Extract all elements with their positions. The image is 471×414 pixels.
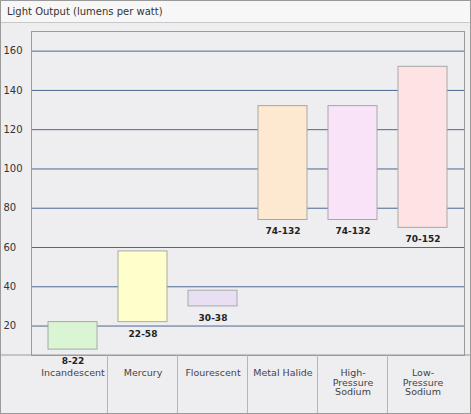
- svg-text:Flourescent: Flourescent: [185, 367, 241, 378]
- svg-text:Mercury: Mercury: [124, 367, 163, 378]
- svg-text:74-132: 74-132: [335, 226, 370, 236]
- svg-text:74-132: 74-132: [265, 226, 300, 236]
- svg-text:22-58: 22-58: [129, 329, 158, 339]
- svg-text:100: 100: [4, 163, 23, 174]
- svg-text:Low-PressureSodium: Low-PressureSodium: [403, 367, 444, 397]
- svg-text:High-PressureSodium: High-PressureSodium: [333, 367, 374, 397]
- svg-text:30-38: 30-38: [199, 313, 228, 323]
- svg-text:Incandescent: Incandescent: [41, 367, 105, 378]
- svg-text:160: 160: [4, 45, 23, 56]
- html-text:Light Output (lumens per watt): Light Output (lumens per watt): [7, 6, 163, 17]
- svg-text:70-152: 70-152: [405, 234, 440, 244]
- svg-text:120: 120: [4, 124, 23, 135]
- svg-text:20: 20: [4, 320, 17, 331]
- svg-text:140: 140: [4, 85, 23, 96]
- svg-text:8-22: 8-22: [62, 356, 85, 366]
- svg-text:Metal Halide: Metal Halide: [253, 367, 313, 378]
- svg-text:40: 40: [4, 281, 17, 292]
- svg-text:80: 80: [4, 202, 17, 213]
- svg-text:60: 60: [4, 242, 17, 253]
